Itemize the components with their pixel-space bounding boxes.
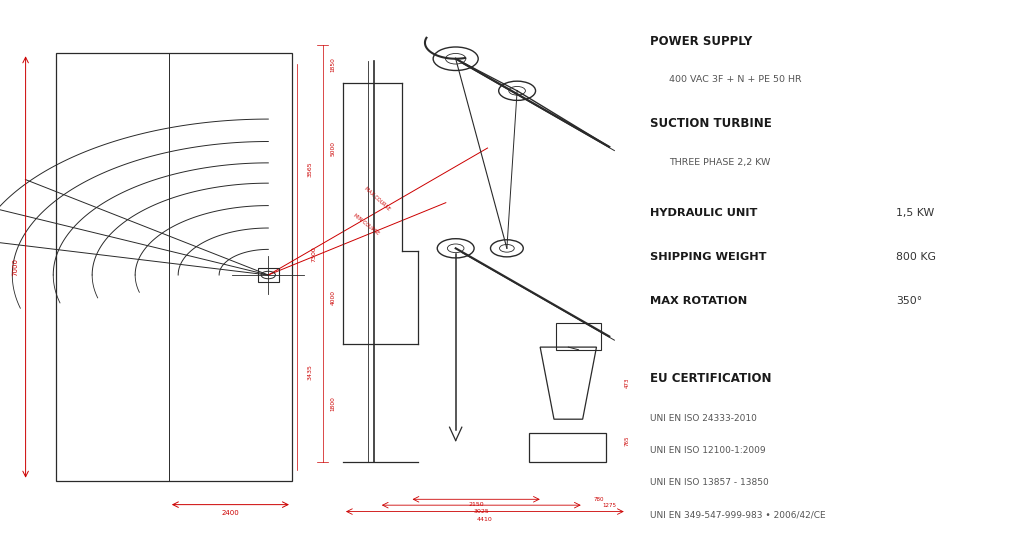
Text: 800 KG: 800 KG xyxy=(896,252,936,262)
Text: 3565: 3565 xyxy=(308,162,312,177)
Text: 1850: 1850 xyxy=(331,57,335,72)
Text: 765: 765 xyxy=(625,435,629,446)
Text: 7000: 7000 xyxy=(12,258,18,276)
Text: HYDRAULIC UNIT: HYDRAULIC UNIT xyxy=(650,208,758,218)
Text: SHIPPING WEIGHT: SHIPPING WEIGHT xyxy=(650,252,767,262)
Text: 1800: 1800 xyxy=(331,396,335,411)
Text: 400 VAC 3F + N + PE 50 HR: 400 VAC 3F + N + PE 50 HR xyxy=(669,75,802,84)
Text: THREE PHASE 2,2 KW: THREE PHASE 2,2 KW xyxy=(669,158,770,167)
Text: 4000: 4000 xyxy=(331,290,335,305)
Text: UNI EN ISO 24333-2010: UNI EN ISO 24333-2010 xyxy=(650,414,757,423)
Text: SUCTION TURBINE: SUCTION TURBINE xyxy=(650,117,772,130)
Text: 350°: 350° xyxy=(896,296,923,306)
Bar xyxy=(56,53,292,481)
Bar xyxy=(258,268,279,282)
Text: EU CERTIFICATION: EU CERTIFICATION xyxy=(650,372,772,384)
Text: 1,5 KW: 1,5 KW xyxy=(896,208,934,218)
Bar xyxy=(529,433,606,462)
Text: 1275: 1275 xyxy=(602,502,616,508)
Text: 473: 473 xyxy=(625,378,629,388)
Text: UNI EN 349-547-999-983 • 2006/42/CE: UNI EN 349-547-999-983 • 2006/42/CE xyxy=(650,511,826,520)
Text: 2400: 2400 xyxy=(221,509,240,516)
Text: 3025: 3025 xyxy=(473,508,489,514)
Text: 5000: 5000 xyxy=(331,140,335,156)
Text: 2150: 2150 xyxy=(468,502,484,507)
Text: 4410: 4410 xyxy=(477,516,493,522)
Text: UNI EN ISO 12100-1:2009: UNI EN ISO 12100-1:2009 xyxy=(650,446,766,456)
Text: UNI EN ISO 13857 - 13850: UNI EN ISO 13857 - 13850 xyxy=(650,478,769,488)
Text: MAX COURSE: MAX COURSE xyxy=(362,186,390,212)
Text: 780: 780 xyxy=(594,497,604,502)
Text: 7300: 7300 xyxy=(312,246,316,262)
Bar xyxy=(556,323,601,350)
Text: 3435: 3435 xyxy=(308,365,312,380)
Text: MAX ROTATION: MAX ROTATION xyxy=(650,296,748,306)
Text: POWER SUPPLY: POWER SUPPLY xyxy=(650,35,753,48)
Text: MIN COURSE: MIN COURSE xyxy=(352,213,380,235)
